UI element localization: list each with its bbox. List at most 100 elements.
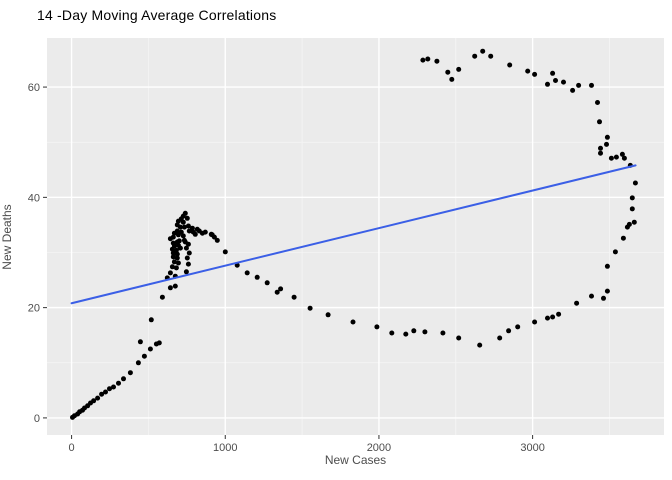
data-point <box>91 398 97 404</box>
data-point <box>626 221 632 227</box>
data-point <box>222 249 228 255</box>
data-point <box>472 53 478 59</box>
data-point <box>595 100 600 105</box>
data-point <box>477 342 483 348</box>
data-point <box>278 286 284 292</box>
data-point <box>209 232 215 238</box>
data-point <box>629 206 635 212</box>
data-point <box>192 231 198 237</box>
data-point <box>116 380 121 386</box>
data-point <box>550 70 556 76</box>
data-point <box>181 224 187 230</box>
data-point <box>103 389 108 395</box>
data-point <box>107 386 112 392</box>
data-point <box>632 180 638 186</box>
data-point <box>389 330 395 336</box>
data-point <box>171 230 177 236</box>
data-point <box>174 251 180 257</box>
data-point <box>175 218 181 224</box>
data-point <box>604 288 610 294</box>
data-point <box>456 66 462 72</box>
data-point <box>185 261 191 267</box>
y-tick-label: 0 <box>34 413 40 425</box>
data-point <box>570 87 576 93</box>
data-point <box>177 245 183 251</box>
data-point <box>202 229 208 235</box>
data-point <box>159 294 165 300</box>
data-point <box>434 58 440 64</box>
data-point <box>171 259 177 265</box>
data-point <box>629 195 635 201</box>
data-point <box>169 264 175 270</box>
data-point <box>598 145 603 151</box>
x-tick-label: 1000 <box>213 442 237 454</box>
data-point <box>254 274 260 280</box>
data-point <box>121 376 126 382</box>
plot-panel <box>47 38 664 435</box>
data-point <box>620 235 626 241</box>
data-point <box>135 360 141 366</box>
data-point <box>574 300 580 306</box>
data-point <box>186 250 192 256</box>
data-point <box>264 280 270 286</box>
data-point <box>425 56 431 62</box>
y-tick-label: 60 <box>28 82 40 94</box>
data-point <box>186 228 192 234</box>
data-point <box>440 330 446 336</box>
data-point <box>183 269 189 275</box>
data-point <box>167 285 173 291</box>
data-point <box>174 255 180 261</box>
data-point <box>182 210 188 216</box>
data-point <box>170 254 176 260</box>
data-point <box>608 155 614 161</box>
data-point <box>173 265 179 271</box>
data-point <box>576 82 582 88</box>
data-point <box>274 289 280 295</box>
data-point <box>183 245 189 251</box>
data-point <box>631 219 637 225</box>
data-point <box>422 329 428 335</box>
data-point <box>403 331 409 337</box>
data-point <box>95 395 101 401</box>
data-point <box>545 81 550 87</box>
data-point <box>411 328 417 334</box>
data-point <box>99 391 105 397</box>
data-point <box>532 71 538 77</box>
x-tick-label: 0 <box>69 442 75 454</box>
data-point <box>613 154 619 160</box>
x-tick-label: 3000 <box>520 442 544 454</box>
data-point <box>141 353 147 359</box>
data-point <box>420 57 426 63</box>
data-point <box>604 141 609 147</box>
data-point <box>214 237 220 243</box>
y-tick-label: 20 <box>28 303 40 315</box>
data-point <box>545 315 550 321</box>
regression-line <box>70 164 637 305</box>
data-point <box>597 119 602 125</box>
plot-title: 14 -Day Moving Average Correlations <box>37 7 277 23</box>
data-point <box>507 62 513 68</box>
x-tick-label: 2000 <box>367 442 391 454</box>
data-point <box>553 78 558 83</box>
data-point <box>497 335 503 341</box>
y-tick-label: 40 <box>28 192 40 204</box>
y-axis-title: New Deaths <box>0 204 14 270</box>
data-point <box>374 324 380 330</box>
data-point <box>167 236 173 242</box>
data-point <box>449 76 455 82</box>
data-point <box>550 314 556 320</box>
data-point <box>506 328 512 334</box>
data-point <box>172 283 178 289</box>
data-point <box>589 293 594 299</box>
data-point <box>598 150 603 156</box>
data-point <box>137 339 143 345</box>
data-point <box>185 241 191 247</box>
data-point <box>515 324 521 330</box>
data-point <box>445 69 451 75</box>
data-point <box>561 79 566 85</box>
data-point <box>111 384 116 390</box>
data-point <box>604 263 610 269</box>
data-point <box>480 48 486 54</box>
data-point <box>127 370 133 376</box>
